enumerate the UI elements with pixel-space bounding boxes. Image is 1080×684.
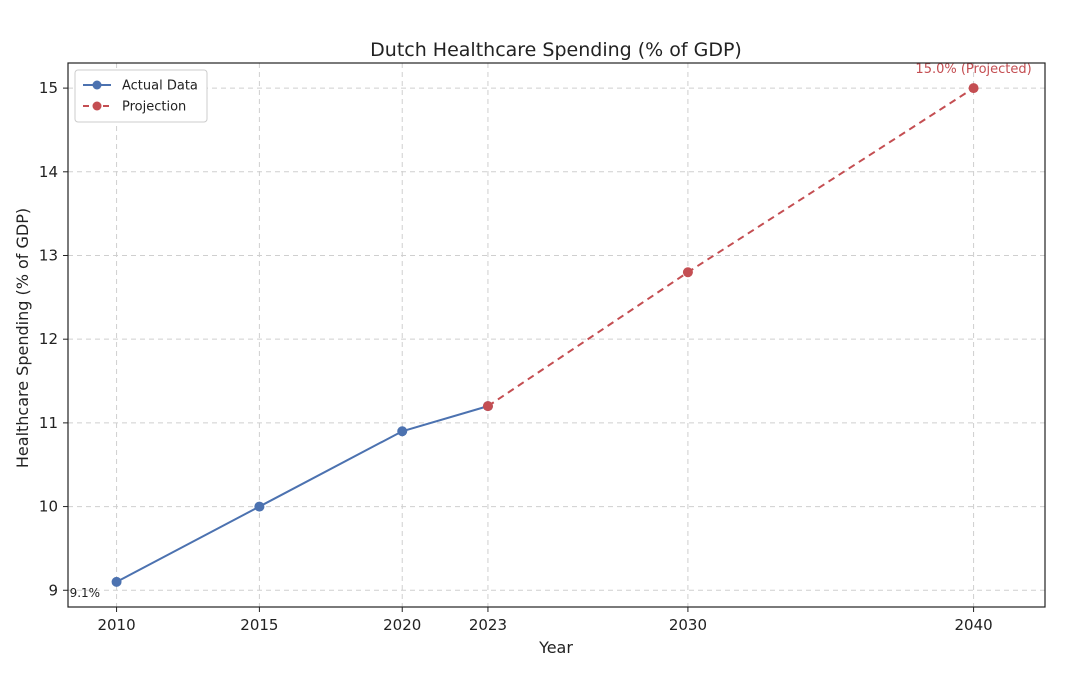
x-tick-label-2040: 2040 [954, 616, 992, 634]
y-tick-label-13: 13 [39, 246, 58, 264]
y-tick-label-12: 12 [39, 330, 58, 348]
series-line-projection [487, 87, 975, 407]
axis-ticks: 2010 2015 2020 2023 2030 2040 9 10 11 12 13 14 15 [39, 79, 993, 634]
data-point-projection-2040 [968, 83, 979, 94]
legend-marker-projection [92, 101, 102, 111]
plot-frame [67, 62, 1046, 608]
x-tick-label-2010: 2010 [97, 616, 135, 634]
annotation-0: 9.1% [70, 586, 101, 600]
data-point-projection-2023 [482, 401, 493, 412]
data-point-actual-data-2010 [111, 576, 122, 587]
y-tick-label-10: 10 [39, 498, 58, 516]
data-point-actual-data-2015 [254, 501, 265, 512]
legend: Actual Data Projection [74, 69, 208, 123]
legend-marker-actual [92, 80, 102, 90]
y-tick-label-11: 11 [39, 414, 58, 432]
data-point-projection-2030 [682, 267, 693, 278]
x-tick-label-2023: 2023 [469, 616, 507, 634]
x-tick-label-2015: 2015 [240, 616, 278, 634]
legend-label-actual: Actual Data [122, 79, 198, 94]
y-axis-label: Healthcare Spending (% of GDP) [13, 208, 32, 468]
annotations: 9.1% 15.0% (Projected) [70, 62, 1032, 600]
series-line-actual-data [116, 405, 489, 583]
x-axis-label: Year [538, 638, 573, 657]
series-layer [111, 83, 979, 587]
legend-box [74, 69, 208, 123]
grid [68, 63, 1045, 607]
y-tick-label-15: 15 [39, 79, 58, 97]
x-tick-label-2030: 2030 [669, 616, 707, 634]
chart-title: Dutch Healthcare Spending (% of GDP) [370, 39, 742, 61]
annotation-1: 15.0% (Projected) [915, 62, 1031, 77]
legend-label-projection: Projection [122, 100, 186, 115]
x-tick-label-2020: 2020 [383, 616, 421, 634]
y-tick-label-14: 14 [39, 163, 58, 181]
data-point-actual-data-2020 [397, 426, 408, 437]
y-tick-label-9: 9 [48, 581, 58, 599]
